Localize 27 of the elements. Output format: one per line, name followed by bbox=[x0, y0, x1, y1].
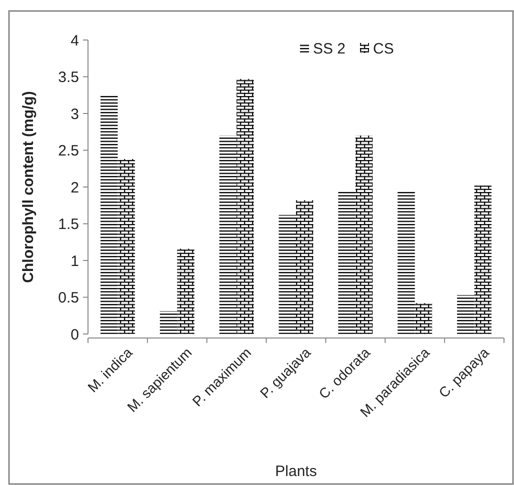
bar bbox=[118, 159, 135, 334]
bar bbox=[414, 303, 432, 334]
y-tick-label: 3.5 bbox=[58, 69, 79, 86]
y-tick-label: 3 bbox=[70, 106, 79, 123]
y-tick-label: 1.5 bbox=[58, 216, 79, 233]
bar bbox=[355, 136, 373, 334]
y-axis-title: Chlorophyll content (mg/g) bbox=[20, 91, 37, 283]
legend-label: SS 2 bbox=[313, 40, 346, 58]
bar bbox=[100, 95, 118, 334]
bar bbox=[160, 311, 178, 334]
bar bbox=[236, 78, 254, 334]
x-axis-title: Plants bbox=[275, 463, 317, 480]
bar bbox=[278, 214, 296, 334]
bar bbox=[177, 248, 194, 334]
bar bbox=[219, 136, 237, 334]
bar bbox=[296, 200, 314, 334]
y-tick-label: 2.5 bbox=[58, 142, 79, 160]
y-tick-label: 4 bbox=[70, 32, 79, 50]
y-tick-label: 1 bbox=[70, 252, 79, 270]
legend-label: CS bbox=[373, 40, 394, 58]
y-tick-label: 2 bbox=[70, 179, 79, 196]
bar bbox=[474, 186, 492, 334]
y-tick-label: 0.5 bbox=[58, 290, 79, 306]
bar bbox=[398, 190, 415, 334]
bar bbox=[338, 190, 356, 334]
bar bbox=[457, 295, 474, 334]
y-tick-label: 0 bbox=[70, 326, 79, 344]
